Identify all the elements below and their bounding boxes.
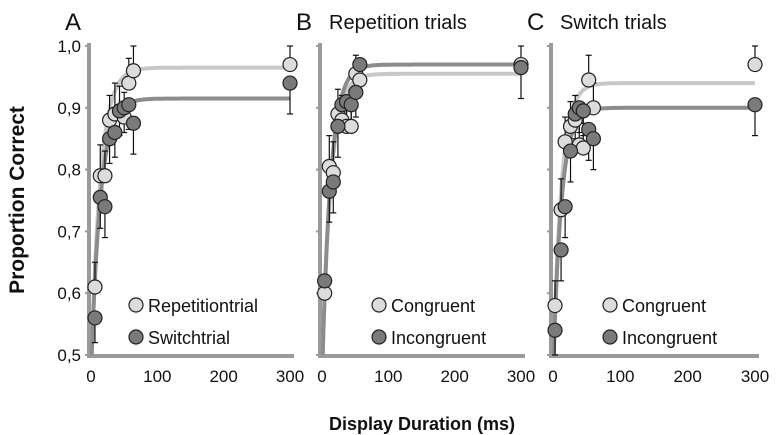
x-tick-label: 100 bbox=[374, 367, 402, 386]
data-point bbox=[87, 279, 103, 295]
data-point bbox=[581, 72, 597, 88]
panel-letter: B bbox=[296, 9, 312, 36]
data-point bbox=[553, 242, 569, 258]
data-point bbox=[121, 97, 137, 113]
data-point bbox=[87, 310, 103, 326]
panel-title: Repetition trials bbox=[329, 12, 467, 34]
data-point bbox=[282, 75, 298, 91]
data-point bbox=[352, 56, 368, 73]
data-point bbox=[557, 199, 573, 215]
y-tick-label: 0,5 bbox=[57, 346, 81, 365]
panel-letter: C bbox=[527, 9, 544, 36]
data-point bbox=[747, 56, 763, 73]
y-tick-label: 0,7 bbox=[57, 222, 81, 241]
data-point bbox=[330, 118, 346, 134]
legend-label: Congruent bbox=[391, 296, 475, 316]
data-point bbox=[97, 168, 113, 184]
legend-marker bbox=[371, 329, 387, 345]
y-tick-label: 0,9 bbox=[57, 99, 81, 118]
panel-title: Switch trials bbox=[560, 12, 667, 34]
data-point bbox=[282, 56, 298, 73]
x-tick-label: 200 bbox=[209, 367, 237, 386]
x-tick-label: 0 bbox=[317, 367, 326, 386]
data-point bbox=[547, 297, 563, 314]
data-point bbox=[343, 118, 359, 134]
y-axis-label: Proportion Correct bbox=[6, 106, 29, 294]
data-point bbox=[547, 322, 563, 338]
legend-marker bbox=[602, 297, 618, 313]
y-tick-label: 0,6 bbox=[57, 284, 81, 303]
data-point bbox=[585, 131, 602, 147]
x-tick-label: 100 bbox=[143, 367, 171, 386]
data-point bbox=[325, 174, 341, 190]
data-point bbox=[125, 63, 142, 79]
panels: 0,5 0,6 0,7 0,8 0,9 1,0 0 100 200 300 A Repetitiont… bbox=[57, 9, 769, 386]
panel-a: 0,5 0,6 0,7 0,8 0,9 1,0 0 100 200 300 A Repetitiont… bbox=[57, 9, 304, 386]
data-point bbox=[575, 103, 591, 119]
x-tick-label: 100 bbox=[606, 367, 634, 386]
panel-letter: A bbox=[65, 9, 81, 36]
data-point bbox=[97, 199, 113, 215]
x-tick-label: 300 bbox=[507, 367, 535, 386]
data-point bbox=[348, 84, 364, 100]
data-point bbox=[562, 143, 579, 159]
legend-label: Congruent bbox=[622, 296, 706, 316]
y-tick-label: 0,8 bbox=[57, 161, 81, 180]
x-tick-label: 0 bbox=[548, 367, 557, 386]
y-tick-label: 1,0 bbox=[57, 37, 81, 56]
legend-label: Incongruent bbox=[622, 328, 717, 348]
fit-curve-switchtrial bbox=[89, 96, 290, 356]
data-point bbox=[317, 273, 333, 289]
legend-marker bbox=[128, 297, 144, 313]
data-point bbox=[125, 115, 142, 131]
x-tick-label: 0 bbox=[86, 367, 95, 386]
data-point bbox=[747, 97, 763, 113]
panel-c: 0 100 200 300 C Switch trials Congruent Incongr… bbox=[527, 9, 769, 386]
x-tick-label: 300 bbox=[741, 367, 769, 386]
data-point bbox=[513, 60, 529, 76]
legend-marker bbox=[128, 329, 144, 345]
legend-marker bbox=[602, 329, 618, 345]
x-tick-label: 200 bbox=[440, 367, 468, 386]
x-axis-label: Display Duration (ms) bbox=[329, 414, 515, 434]
data-point bbox=[107, 124, 123, 141]
legend-label: Repetitiontrial bbox=[148, 296, 258, 316]
x-tick-label: 200 bbox=[673, 367, 701, 386]
legend-label: Switchtrial bbox=[148, 328, 230, 348]
panel-b: 0 100 200 300 B Repetition trials Congruent Inc… bbox=[296, 9, 535, 386]
x-tick-label: 300 bbox=[276, 367, 304, 386]
legend-label: Incongruent bbox=[391, 328, 486, 348]
fit-curve-repetitiontrial bbox=[89, 65, 290, 356]
legend-marker bbox=[371, 297, 387, 313]
